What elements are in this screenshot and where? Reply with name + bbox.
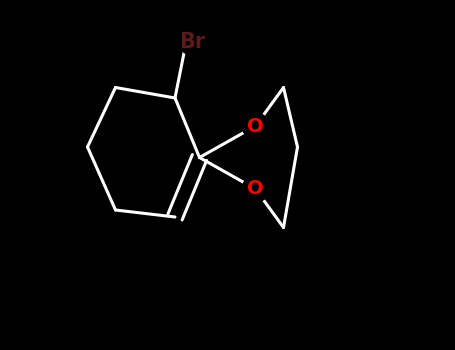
Circle shape: [242, 176, 269, 202]
Text: Br: Br: [179, 32, 206, 52]
Circle shape: [242, 113, 269, 139]
Text: O: O: [247, 117, 264, 135]
Text: O: O: [247, 180, 264, 198]
Circle shape: [179, 29, 206, 55]
